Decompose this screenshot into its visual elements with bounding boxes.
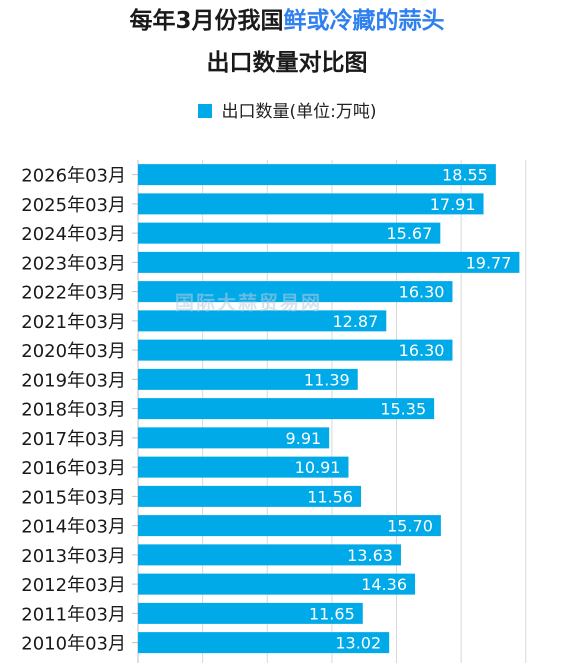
bar-value-label: 19.77 [466,253,512,272]
chart-legend: 出口数量(单位:万吨) [0,100,574,124]
category-label: 2010年03月 [21,634,126,655]
bar-value-label: 9.91 [286,429,322,448]
bar-value-label: 10.91 [295,458,341,477]
legend-swatch [197,104,212,118]
category-label: 2018年03月 [21,400,126,421]
category-label: 2015年03月 [21,487,126,508]
bar-value-label: 11.65 [309,604,355,623]
bar-value-label: 14.36 [361,575,407,594]
bar-value-label: 15.67 [386,224,432,243]
bar-value-label: 16.30 [399,341,445,360]
legend-label: 出口数量(单位:万吨) [221,102,377,122]
category-label: 2022年03月 [21,283,126,304]
watermark: 国际大蒜贸易网 [175,292,323,314]
category-label: 2021年03月 [21,312,126,333]
category-label: 2020年03月 [21,341,126,362]
category-label: 2013年03月 [21,546,126,567]
category-label: 2012年03月 [21,575,126,596]
bar-value-label: 11.56 [307,487,353,506]
bar [138,456,349,478]
bar [138,515,441,537]
bar [138,573,416,595]
bar [138,398,435,420]
bar [138,602,363,624]
title-prefix: 每年3月份我国 [129,8,284,34]
bar [138,427,330,449]
bar [138,164,496,186]
bar [138,544,401,566]
category-label: 2011年03月 [21,604,126,625]
category-label: 2023年03月 [21,253,126,274]
title-highlight: 鲜或冷藏的蒜头 [283,8,445,34]
category-label: 2017年03月 [21,429,126,450]
bar [138,485,362,507]
bar [138,339,453,361]
bar [138,251,520,273]
bar-value-label: 18.55 [442,166,488,185]
category-label: 2016年03月 [21,458,126,479]
chart-title-line2: 出口数量对比图 [206,50,368,76]
bar-value-label: 11.39 [304,370,350,389]
bar-value-label: 13.02 [335,634,381,653]
bar-value-label: 12.87 [332,312,378,331]
bar [138,193,484,215]
bar [138,222,441,244]
bar [138,310,387,332]
bar-value-label: 17.91 [430,195,476,214]
bar [138,281,453,303]
bar-value-label: 13.63 [347,546,393,565]
bar [138,632,390,654]
bar-value-label: 15.70 [387,517,433,536]
category-label: 2019年03月 [21,370,126,391]
category-label: 2014年03月 [21,517,126,538]
category-label: 2024年03月 [21,224,126,245]
bar-value-label: 16.30 [399,283,445,302]
category-label: 2026年03月 [21,166,126,187]
category-label: 2025年03月 [21,195,126,216]
chart-title-line1: 每年3月份我国鲜或冷藏的蒜头 [0,6,574,36]
bar [138,368,358,390]
bar-value-label: 15.35 [380,400,426,419]
